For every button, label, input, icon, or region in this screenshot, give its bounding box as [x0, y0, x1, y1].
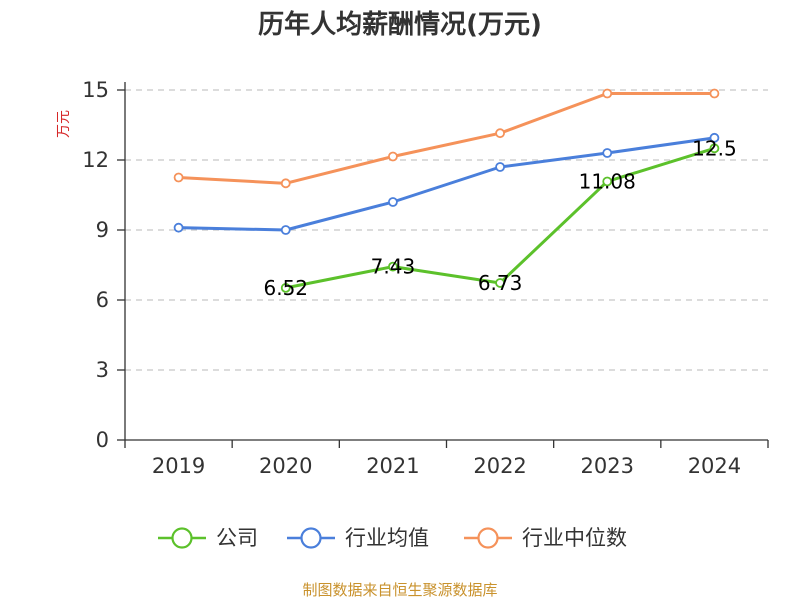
legend: 公司 行业均值 行业中位数: [158, 526, 627, 550]
y-tick-label: 15: [82, 78, 109, 102]
data-label: 7.43: [371, 255, 416, 279]
data-point: [173, 172, 184, 183]
y-axis-label: 万元: [56, 110, 72, 138]
data-point: [602, 148, 613, 158]
data-point: [388, 151, 398, 162]
y-tick-label: 6: [96, 288, 109, 312]
x-tick-label: 2024: [688, 454, 741, 478]
data-point: [173, 222, 184, 233]
grid-lines: [125, 89, 768, 371]
legend-item: 行业中位数: [464, 526, 627, 550]
data-point: [602, 176, 613, 187]
legend-label: 行业中位数: [522, 526, 627, 550]
series-0: [280, 143, 720, 293]
x-tick-label: 2021: [366, 454, 419, 478]
legend-label: 公司: [216, 526, 258, 550]
data-point: [388, 197, 398, 207]
chart-title: 历年人均薪酬情况(万元): [258, 9, 542, 40]
data-point: [280, 225, 291, 235]
data-label: 12.5: [692, 136, 737, 160]
x-tick-label: 2023: [581, 454, 634, 478]
y-tick-label: 0: [96, 428, 109, 452]
legend-marker: [477, 527, 499, 549]
series-line: [178, 92, 715, 185]
source-note: 制图数据来自恒生聚源数据库: [302, 581, 497, 599]
legend-marker: [171, 527, 193, 549]
series-2: [173, 88, 720, 189]
data-point: [495, 162, 505, 172]
data-point: [280, 282, 291, 293]
data-label: 11.08: [579, 169, 636, 193]
legend-item: 行业均值: [287, 526, 429, 550]
data-point: [280, 178, 291, 189]
y-tick-label: 12: [82, 148, 109, 172]
data-point: [495, 128, 505, 139]
y-tick-label: 3: [96, 358, 109, 382]
x-tick-label: 2022: [473, 454, 526, 478]
y-tick-label: 9: [96, 218, 109, 242]
data-point: [709, 143, 720, 154]
x-tick-label: 2019: [152, 454, 205, 478]
data-point: [709, 88, 720, 99]
series-group: [173, 88, 720, 293]
data-point: [495, 278, 505, 288]
data-label: 6.73: [478, 271, 523, 295]
data-point: [709, 132, 720, 143]
data-point: [602, 88, 613, 99]
series-1: [173, 132, 720, 235]
data-point: [388, 261, 398, 272]
legend-label: 行业均值: [345, 526, 429, 550]
legend-item: 公司: [158, 526, 258, 550]
axes: 0 3 6 9 12 15 2019 2020 2021 2022 2023 2024: [82, 78, 769, 478]
data-label: 6.52: [263, 276, 308, 300]
x-tick-label: 2020: [259, 454, 312, 478]
legend-marker: [300, 527, 322, 549]
data-labels: 6.52 7.43 6.73 11.08 12.5: [263, 136, 736, 300]
series-line: [178, 136, 715, 232]
